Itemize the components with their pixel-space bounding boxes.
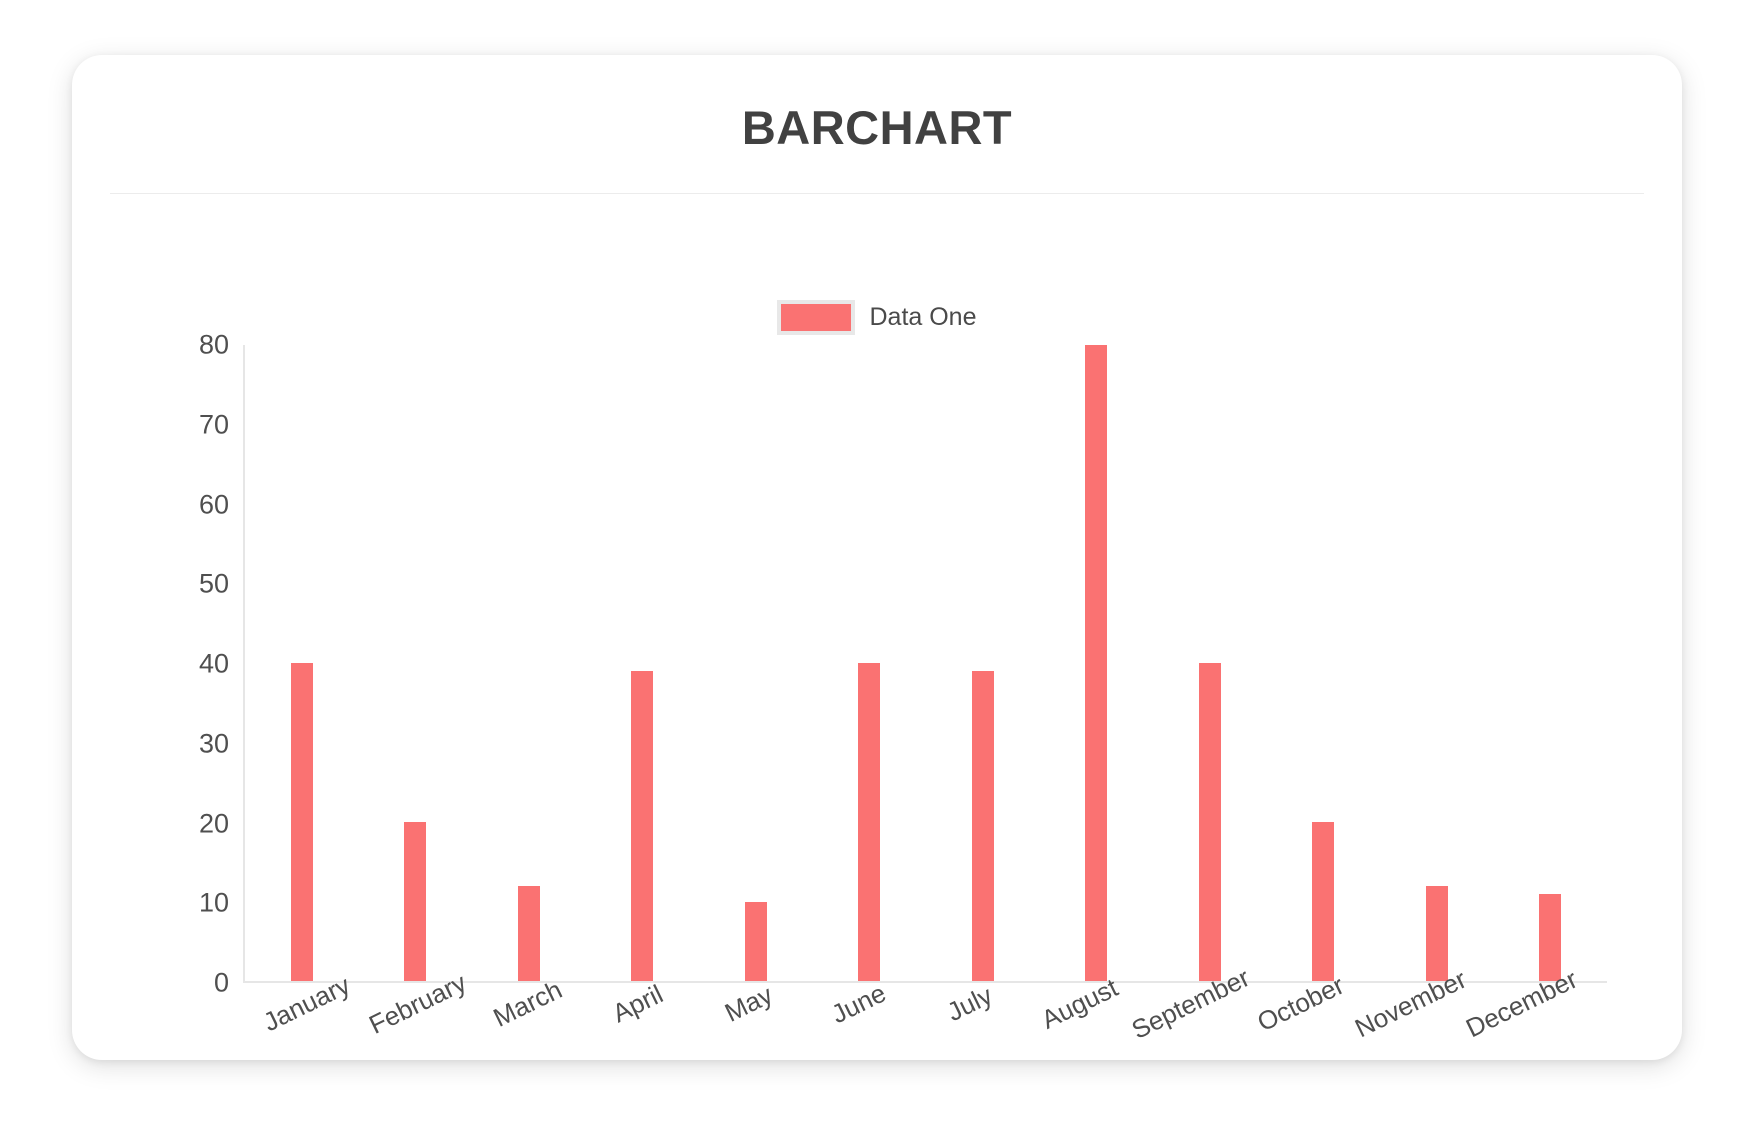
bar[interactable] bbox=[1198, 663, 1221, 981]
bar-slot bbox=[699, 345, 813, 981]
bar[interactable] bbox=[1425, 885, 1448, 981]
x-label-slot: June bbox=[797, 978, 907, 1080]
x-label-slot: October bbox=[1239, 970, 1349, 1080]
bar[interactable] bbox=[631, 670, 654, 981]
bar-slot bbox=[245, 345, 359, 981]
legend-swatch-icon bbox=[777, 300, 856, 335]
bar[interactable] bbox=[1312, 822, 1335, 981]
plot-area: 0 10 20 30 40 50 60 70 80 bbox=[177, 330, 1607, 998]
bar[interactable] bbox=[858, 663, 881, 981]
x-label-slot: May bbox=[687, 979, 797, 1080]
x-label-slot: March bbox=[466, 974, 576, 1080]
bar-slot bbox=[586, 345, 700, 981]
x-label-slot: November bbox=[1349, 964, 1472, 1080]
page-title: BARCHART bbox=[741, 101, 1013, 154]
y-axis-tick-label: 70 bbox=[198, 409, 229, 440]
x-label-slot: February bbox=[355, 967, 471, 1080]
bar-slot bbox=[926, 345, 1040, 981]
y-axis-tick-label: 10 bbox=[198, 887, 229, 918]
x-axis-tick-label: March bbox=[488, 974, 567, 1033]
x-axis-labels: January February March April May June July Augu… bbox=[245, 962, 1582, 1080]
bar[interactable] bbox=[404, 822, 427, 981]
bar[interactable] bbox=[1539, 893, 1562, 981]
x-label-slot: December bbox=[1460, 964, 1582, 1080]
bar[interactable] bbox=[1085, 345, 1108, 981]
legend-item-data-one[interactable]: Data One bbox=[777, 300, 977, 335]
bar-series-data-one bbox=[245, 345, 1607, 981]
y-axis-tick-label: 20 bbox=[198, 808, 229, 838]
x-label-slot: January bbox=[245, 970, 355, 1080]
bar-slot bbox=[472, 345, 586, 981]
bar-slot bbox=[359, 345, 473, 981]
bar-slot bbox=[1153, 345, 1267, 981]
x-axis-line bbox=[243, 981, 1607, 983]
bar-slot bbox=[1494, 345, 1608, 981]
bar[interactable] bbox=[517, 885, 540, 981]
x-label-slot: September bbox=[1126, 962, 1253, 1080]
y-axis-tick-label: 80 bbox=[198, 329, 229, 360]
bar-slot bbox=[1380, 345, 1494, 981]
legend-item-label: Data One bbox=[869, 303, 977, 331]
y-axis-tick-label: 50 bbox=[198, 568, 229, 599]
x-axis-tick-label: June bbox=[826, 977, 891, 1030]
bar-slot bbox=[1040, 345, 1154, 981]
header-divider bbox=[110, 193, 1644, 194]
bar[interactable] bbox=[744, 901, 767, 981]
x-axis-tick-label: April bbox=[608, 978, 668, 1029]
x-label-slot: April bbox=[576, 979, 686, 1080]
y-axis-line bbox=[243, 345, 245, 983]
bar[interactable] bbox=[971, 670, 994, 981]
bar[interactable] bbox=[290, 663, 313, 981]
y-axis-tick-label: 0 bbox=[213, 967, 229, 998]
x-axis-tick-label: May bbox=[719, 979, 778, 1028]
x-label-slot: July bbox=[908, 980, 1018, 1080]
y-axis-tick-label: 30 bbox=[198, 728, 229, 759]
y-axis-tick-label: 40 bbox=[198, 648, 229, 679]
x-axis-tick-label: July bbox=[941, 979, 997, 1028]
y-axis: 0 10 20 30 40 50 60 70 80 bbox=[177, 330, 243, 998]
bar-slot bbox=[813, 345, 927, 981]
y-axis-tick-label: 60 bbox=[198, 489, 229, 519]
x-label-slot: August bbox=[1018, 972, 1128, 1080]
bar-slot bbox=[1267, 345, 1381, 981]
chart-legend: Data One bbox=[72, 300, 1682, 335]
chart-card: BARCHART Data One 0 10 20 30 40 50 60 70 80 Janu… bbox=[72, 55, 1682, 1060]
